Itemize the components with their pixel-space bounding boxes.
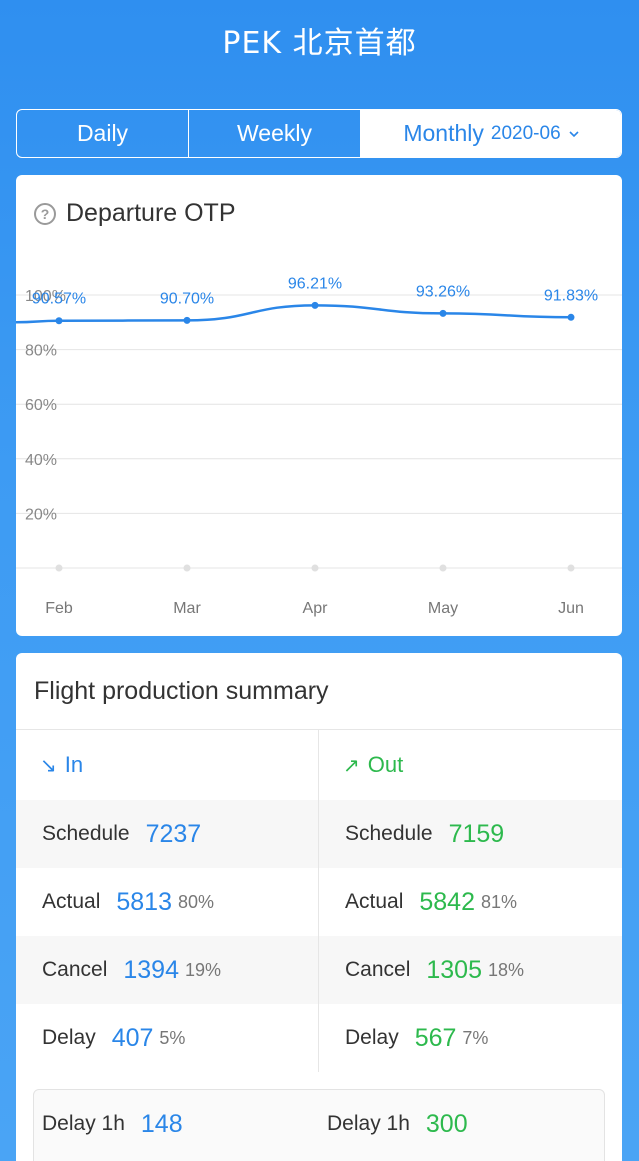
otp-data-point	[439, 309, 447, 317]
inbound-cancel-row: Cancel 1394 19%	[16, 936, 318, 1004]
otp-data-point	[311, 301, 319, 309]
y-tick-label: 60%	[25, 397, 57, 414]
otp-data-point	[55, 317, 63, 325]
departure-otp-card: ? Departure OTP 20% 40% 60% 80% 100% Feb Mar Ap…	[16, 175, 622, 636]
tab-monthly[interactable]: Monthly 2020-06	[361, 110, 621, 157]
outbound-delay-row: Delay 567 7%	[319, 1004, 622, 1072]
y-tick-label: 80%	[25, 343, 57, 360]
outbound-cancel-row: Cancel 1305 18%	[319, 936, 622, 1004]
arrow-up-right-icon: ↗	[343, 754, 360, 777]
otp-card-title: Departure OTP	[66, 199, 236, 227]
otp-series-line	[16, 304, 572, 324]
otp-data-label: 90.57%	[32, 291, 86, 308]
outbound-delay-1h: Delay 1h 300	[319, 1090, 604, 1158]
actual-percent: 81%	[481, 891, 518, 912]
inbound-delay-1h: Delay 1h 148	[34, 1090, 319, 1158]
x-axis-dot	[439, 564, 447, 572]
cancel-label: Cancel	[42, 958, 108, 981]
delay-1h-value: 300	[425, 1109, 468, 1138]
outbound-actual-row: Actual 5842 81%	[319, 868, 622, 936]
actual-label: Actual	[42, 890, 101, 913]
actual-percent: 80%	[178, 891, 215, 912]
schedule-value: 7159	[448, 819, 505, 848]
arrow-down-right-icon: ↘	[40, 754, 57, 777]
otp-data-point	[183, 316, 191, 324]
schedule-label: Schedule	[345, 822, 433, 845]
summary-columns: ↘ In Schedule 7237 Actual 5813 80% Cance…	[16, 729, 622, 1072]
x-tick-label: Feb	[45, 600, 73, 617]
x-axis-dot	[567, 564, 575, 572]
cancel-label: Cancel	[345, 958, 411, 981]
schedule-label: Schedule	[42, 822, 130, 845]
cancel-value: 1394	[123, 955, 179, 984]
otp-line-chart: 20% 40% 60% 80% 100% Feb Mar Apr May Jun 90.57% 90.…	[16, 275, 622, 617]
actual-value: 5813	[116, 887, 172, 916]
actual-label: Actual	[345, 890, 404, 913]
delay-label: Delay	[42, 1026, 96, 1049]
x-axis-dot	[183, 564, 191, 572]
delay-value: 407	[111, 1023, 154, 1052]
inbound-actual-row: Actual 5813 80%	[16, 868, 318, 936]
cancel-percent: 18%	[488, 959, 525, 980]
tab-weekly[interactable]: Weekly	[189, 110, 361, 157]
y-tick-label: 40%	[25, 452, 57, 469]
delay-percent: 5%	[159, 1027, 186, 1048]
x-tick-label: May	[428, 600, 458, 617]
inbound-label: In	[64, 752, 84, 777]
actual-value: 5842	[419, 887, 475, 916]
flight-summary-card: Flight production summary ↘ In Schedule …	[16, 653, 622, 1161]
cancel-percent: 19%	[185, 959, 222, 980]
delay-value: 567	[414, 1023, 457, 1052]
outbound-header: ↗ Out	[319, 730, 622, 800]
cancel-value: 1305	[426, 955, 482, 984]
otp-data-point	[567, 313, 575, 321]
delay-1h-value: 148	[140, 1109, 183, 1138]
delay-1h-label: Delay 1h	[42, 1112, 125, 1135]
delay-1h-label: Delay 1h	[327, 1112, 410, 1135]
y-tick-label: 100%	[25, 288, 66, 305]
chevron-down-icon	[569, 130, 579, 137]
x-tick-label: Apr	[303, 600, 329, 617]
otp-data-label: 91.83%	[544, 287, 598, 304]
tab-daily[interactable]: Daily	[17, 110, 189, 157]
tab-monthly-label: Monthly	[403, 120, 484, 146]
help-icon[interactable]: ?	[34, 202, 56, 225]
inbound-header: ↘ In	[16, 730, 318, 800]
delay-label: Delay	[345, 1026, 399, 1049]
otp-card-header: ? Departure OTP	[34, 199, 236, 228]
delay-percent: 7%	[462, 1027, 489, 1048]
schedule-value: 7237	[145, 819, 202, 848]
summary-title: Flight production summary	[34, 677, 329, 705]
x-tick-label: Jun	[558, 600, 584, 617]
y-tick-label: 20%	[25, 506, 57, 523]
x-axis-dot	[55, 564, 63, 572]
otp-data-label: 93.26%	[416, 283, 470, 300]
outbound-label: Out	[367, 752, 404, 777]
otp-data-label: 96.21%	[288, 275, 342, 292]
inbound-column: ↘ In Schedule 7237 Actual 5813 80% Cance…	[16, 730, 319, 1072]
inbound-delay-row: Delay 407 5%	[16, 1004, 318, 1072]
page-title: PEK 北京首都	[222, 26, 417, 61]
otp-data-label: 90.70%	[160, 290, 214, 307]
month-selector-value: 2020-06	[490, 122, 561, 144]
period-tabs: Daily Weekly Monthly 2020-06	[16, 109, 622, 158]
delay-1h-box: Delay 1h 148 Delay 1h 300	[33, 1089, 605, 1161]
outbound-column: ↗ Out Schedule 7159 Actual 5842 81% Canc…	[319, 730, 622, 1072]
outbound-schedule-row: Schedule 7159	[319, 800, 622, 868]
x-tick-label: Mar	[173, 600, 201, 617]
inbound-schedule-row: Schedule 7237	[16, 800, 318, 868]
x-axis-dot	[311, 564, 319, 572]
